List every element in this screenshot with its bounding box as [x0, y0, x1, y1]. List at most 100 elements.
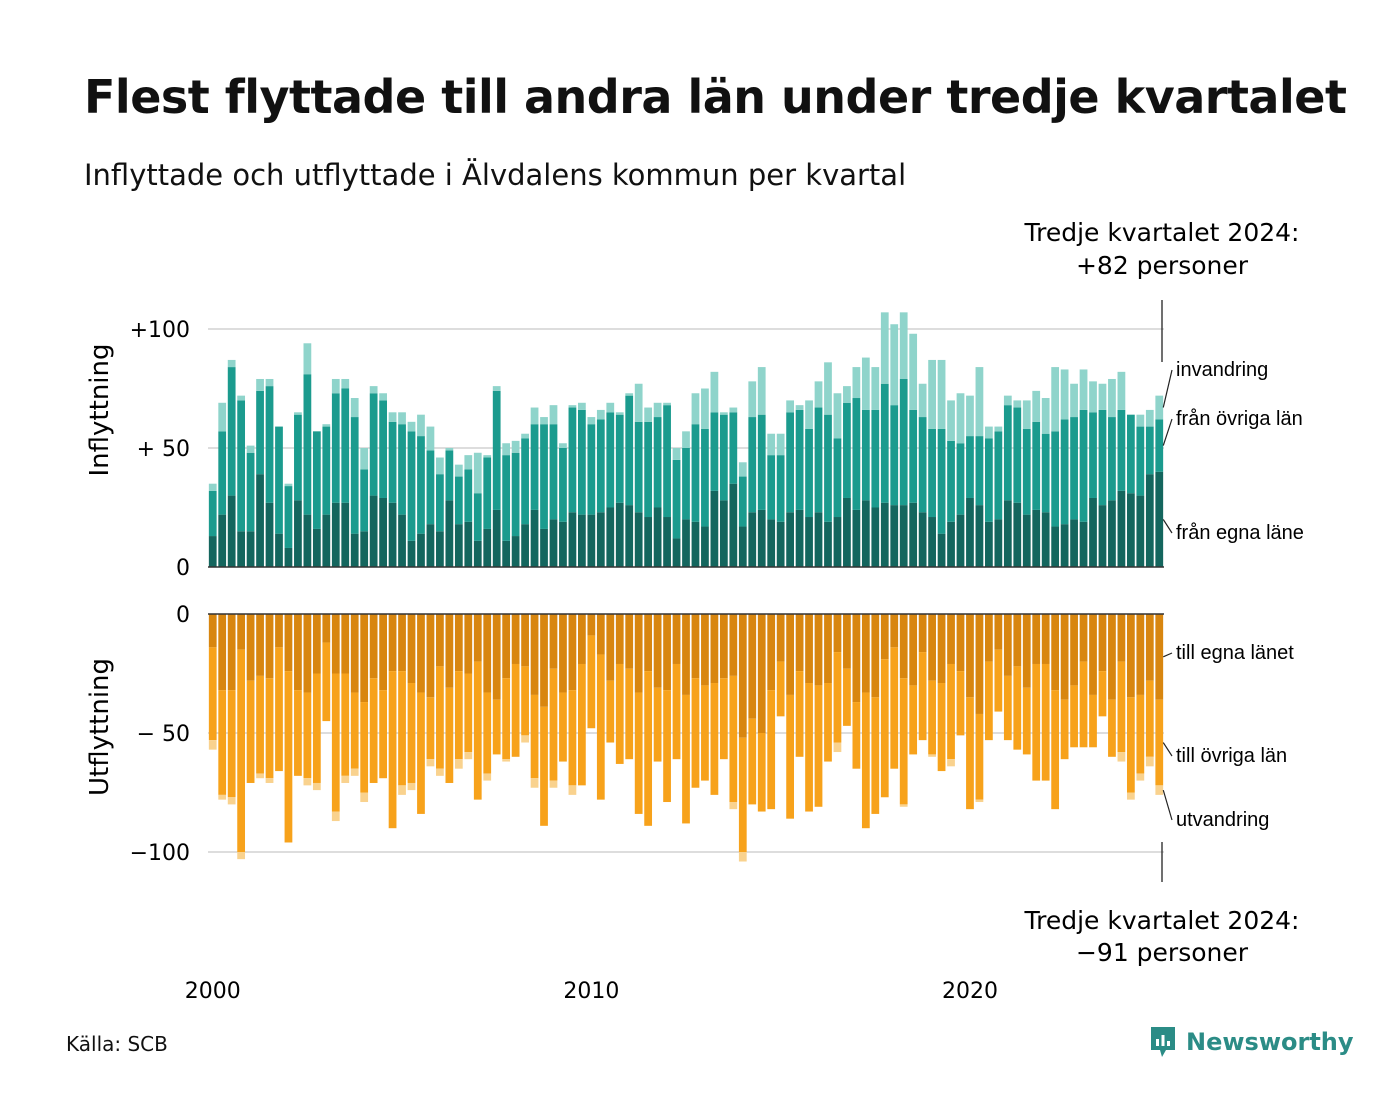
bar-inflow-own-county — [672, 538, 681, 567]
bar-inflow-other-counties — [1098, 409, 1107, 506]
bar-outflow-own-county — [1145, 614, 1154, 681]
x-tick-label: 2010 — [563, 979, 619, 1004]
bar-inflow-immigration — [246, 445, 255, 453]
bar-inflow-immigration — [521, 433, 529, 439]
bar-outflow-other-counties — [644, 671, 653, 826]
segment-label-leader — [1162, 418, 1173, 446]
bar-inflow-own-county — [994, 519, 1003, 567]
bar-inflow-other-counties — [568, 407, 577, 513]
inflow-bars — [208, 312, 1164, 567]
bar-inflow-own-county — [956, 514, 965, 567]
bar-inflow-own-county — [246, 531, 255, 567]
bar-outflow-other-counties — [454, 671, 463, 760]
bar-inflow-other-counties — [436, 474, 444, 532]
bar-outflow-other-counties — [312, 673, 321, 783]
bar-inflow-immigration — [1155, 395, 1164, 420]
bar-outflow-own-county — [275, 614, 283, 648]
bar-inflow-immigration — [596, 409, 605, 420]
bar-outflow-emigration — [426, 759, 435, 767]
y-tick-label: 0 — [176, 603, 190, 628]
bar-inflow-other-counties — [994, 431, 1003, 520]
bar-inflow-other-counties — [275, 426, 283, 534]
bar-outflow-other-counties — [701, 685, 709, 781]
bar-inflow-immigration — [1051, 367, 1060, 432]
bar-inflow-immigration — [1003, 395, 1012, 406]
bar-inflow-other-counties — [625, 395, 634, 506]
bar-inflow-immigration — [218, 402, 227, 432]
bar-inflow-own-county — [350, 533, 359, 567]
bar-outflow-own-county — [985, 614, 993, 662]
annotation-top-line2: +82 personer — [1076, 251, 1249, 280]
bar-outflow-other-counties — [757, 733, 766, 812]
bar-outflow-emigration — [227, 797, 236, 805]
y-tick-labels: 0 + 50 +100 0 − 50 −100 — [130, 318, 190, 866]
bar-inflow-other-counties — [256, 390, 264, 475]
bar-outflow-emigration — [1126, 792, 1135, 800]
bar-outflow-emigration — [256, 773, 264, 779]
bar-outflow-own-county — [805, 614, 813, 684]
bar-inflow-immigration — [331, 378, 340, 394]
bar-inflow-other-counties — [795, 409, 804, 510]
bar-outflow-emigration — [360, 792, 369, 803]
bar-inflow-immigration — [757, 367, 766, 415]
bar-outflow-own-county — [436, 614, 444, 667]
bar-outflow-own-county — [265, 614, 274, 679]
bar-outflow-own-county — [568, 614, 577, 691]
bar-outflow-own-county — [994, 614, 1003, 650]
bar-inflow-other-counties — [578, 409, 586, 515]
bar-inflow-immigration — [634, 383, 643, 422]
bar-inflow-other-counties — [776, 455, 785, 522]
bar-inflow-other-counties — [559, 448, 567, 522]
bar-outflow-emigration — [975, 799, 984, 803]
bar-inflow-immigration — [322, 424, 331, 427]
bar-inflow-other-counties — [237, 400, 246, 532]
bar-outflow-own-county — [1032, 614, 1041, 664]
bar-inflow-other-counties — [360, 469, 369, 532]
y-tick-label: +100 — [130, 318, 190, 343]
bar-inflow-other-counties — [1051, 431, 1060, 527]
bar-outflow-own-county — [748, 614, 757, 719]
brand-name: Newsworthy — [1186, 1028, 1354, 1056]
bar-outflow-emigration — [1155, 785, 1164, 795]
bar-outflow-other-counties — [937, 683, 946, 772]
bar-inflow-immigration — [454, 464, 463, 477]
bar-inflow-immigration — [559, 443, 567, 448]
bar-inflow-own-county — [1051, 526, 1060, 567]
bar-outflow-emigration — [568, 785, 577, 795]
bar-outflow-own-county — [909, 614, 918, 686]
bar-inflow-immigration — [1079, 369, 1088, 410]
bar-inflow-own-county — [1060, 524, 1069, 567]
bar-outflow-other-counties — [805, 683, 813, 812]
bar-outflow-own-county — [833, 614, 842, 653]
bar-inflow-own-county — [710, 490, 719, 567]
bar-outflow-other-counties — [634, 692, 643, 814]
bar-inflow-own-county — [436, 531, 444, 567]
bar-inflow-immigration — [1108, 378, 1116, 418]
bar-outflow-own-county — [331, 614, 340, 674]
bar-outflow-emigration — [454, 759, 463, 769]
bar-inflow-immigration — [644, 407, 653, 422]
bar-inflow-other-counties — [1117, 409, 1126, 491]
bar-inflow-other-counties — [918, 417, 927, 513]
bar-inflow-immigration — [341, 378, 350, 389]
bar-outflow-own-county — [672, 614, 681, 664]
bar-outflow-other-counties — [1003, 675, 1012, 741]
bar-inflow-immigration — [909, 333, 918, 410]
y-tick-label: 0 — [176, 556, 190, 581]
bar-outflow-emigration — [729, 802, 738, 810]
bar-inflow-own-county — [483, 528, 492, 567]
bar-inflow-other-counties — [1079, 409, 1088, 522]
bar-outflow-own-county — [861, 614, 870, 693]
bar-inflow-other-counties — [521, 438, 529, 525]
bar-inflow-own-county — [1089, 497, 1097, 567]
bar-inflow-other-counties — [303, 374, 312, 515]
bar-inflow-immigration — [1070, 383, 1078, 418]
bar-inflow-immigration — [568, 405, 577, 408]
bar-inflow-own-county — [928, 517, 936, 567]
bar-outflow-own-county — [852, 614, 861, 703]
bar-inflow-immigration — [473, 452, 482, 494]
bar-inflow-own-county — [1079, 521, 1088, 567]
bar-inflow-other-counties — [322, 426, 331, 515]
bar-outflow-other-counties — [559, 692, 567, 762]
